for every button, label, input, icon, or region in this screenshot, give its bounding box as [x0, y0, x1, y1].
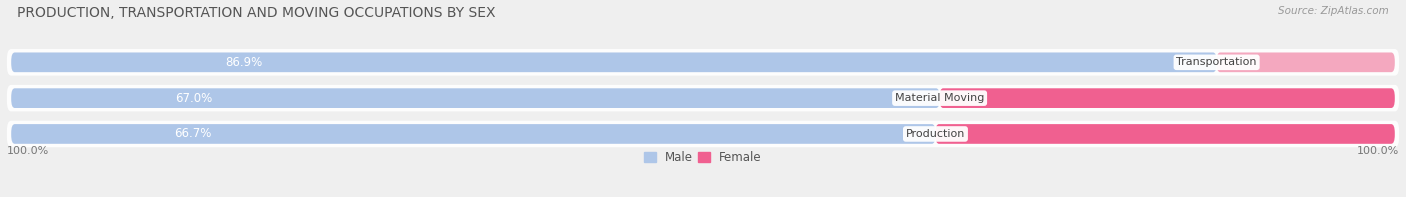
- Text: 66.7%: 66.7%: [174, 127, 211, 140]
- Text: PRODUCTION, TRANSPORTATION AND MOVING OCCUPATIONS BY SEX: PRODUCTION, TRANSPORTATION AND MOVING OC…: [17, 6, 495, 20]
- FancyBboxPatch shape: [939, 88, 1395, 108]
- Text: Production: Production: [905, 129, 965, 139]
- FancyBboxPatch shape: [11, 52, 1216, 72]
- FancyBboxPatch shape: [7, 85, 1399, 111]
- FancyBboxPatch shape: [7, 49, 1399, 76]
- Text: 86.9%: 86.9%: [225, 56, 262, 69]
- Text: Source: ZipAtlas.com: Source: ZipAtlas.com: [1278, 6, 1389, 16]
- Text: 100.0%: 100.0%: [1357, 146, 1399, 156]
- Text: 100.0%: 100.0%: [7, 146, 49, 156]
- FancyBboxPatch shape: [7, 121, 1399, 147]
- FancyBboxPatch shape: [935, 124, 1395, 144]
- Text: Transportation: Transportation: [1177, 57, 1257, 67]
- Text: 67.0%: 67.0%: [174, 92, 212, 105]
- FancyBboxPatch shape: [11, 124, 935, 144]
- Legend: Male, Female: Male, Female: [640, 147, 766, 169]
- FancyBboxPatch shape: [11, 88, 939, 108]
- FancyBboxPatch shape: [1216, 52, 1395, 72]
- Text: Material Moving: Material Moving: [896, 93, 984, 103]
